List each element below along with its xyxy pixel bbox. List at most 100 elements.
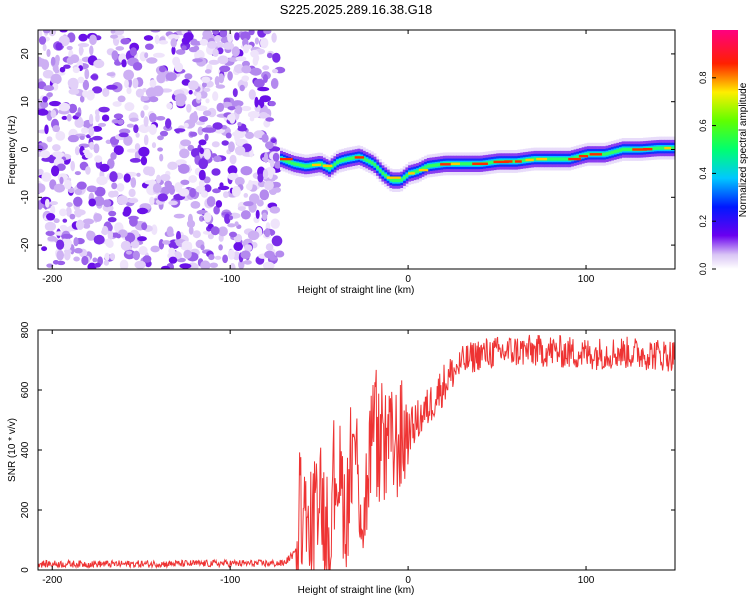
- heatmap-cell: [187, 213, 193, 225]
- heatmap-cell: [227, 172, 239, 181]
- heatmap-cell: [458, 162, 462, 166]
- heatmap-cell: [205, 98, 210, 104]
- heatmap-cell: [120, 38, 130, 45]
- heatmap-cell: [106, 72, 116, 77]
- heatmap-cell: [175, 49, 186, 55]
- heatmap-cell: [93, 196, 105, 207]
- heatmap-cell: [207, 232, 214, 240]
- heatmap-cell: [214, 76, 220, 86]
- heatmap-cell: [159, 65, 166, 73]
- heatmap-cell: [148, 124, 157, 135]
- heatmap-cell: [52, 125, 60, 133]
- heatmap-cell: [234, 32, 240, 41]
- heatmap-cell: [93, 213, 103, 222]
- snr-panel: -200 -100 0 100 0 200 400 600 800 Height of str…: [7, 321, 676, 596]
- heatmap-peak: [450, 162, 460, 165]
- heatmap-cell: [82, 79, 90, 91]
- y-tick-label: 20: [20, 48, 31, 60]
- heatmap-cell: [52, 260, 60, 265]
- heatmap-cell: [38, 109, 49, 116]
- heatmap-cell: [73, 256, 80, 262]
- heatmap-cell: [47, 235, 57, 242]
- heatmap-cell: [102, 199, 112, 208]
- heatmap-cell: [613, 150, 617, 154]
- heatmap-cell: [115, 46, 125, 51]
- heatmap-cell: [54, 54, 60, 64]
- heatmap-cell: [156, 73, 166, 84]
- heatmap-cell: [188, 46, 198, 53]
- heatmap-cell: [113, 113, 124, 119]
- heatmap-cell: [129, 216, 138, 227]
- heatmap-cell: [270, 78, 279, 89]
- heatmap-peak: [578, 155, 589, 158]
- heatmap-cell: [243, 201, 254, 207]
- heatmap-cell: [98, 106, 110, 113]
- heatmap-cell: [123, 206, 132, 216]
- heatmap-peak: [312, 163, 321, 167]
- heatmap-cell: [373, 163, 377, 167]
- heatmap-cell: [464, 162, 468, 166]
- heatmap-cell: [192, 230, 201, 239]
- heatmap-cell: [234, 145, 246, 156]
- heatmap-cell: [241, 105, 252, 112]
- heatmap-cell: [586, 152, 590, 156]
- heatmap-cell: [38, 30, 43, 39]
- heatmap-cell: [195, 121, 205, 126]
- heatmap-cell: [213, 205, 220, 215]
- heatmap-cell: [55, 42, 63, 51]
- heatmap-cell: [248, 89, 256, 100]
- heatmap-cell: [129, 117, 139, 122]
- heatmap-cell: [186, 103, 192, 113]
- heatmap-peak: [643, 148, 653, 151]
- heatmap-cell: [274, 161, 282, 169]
- heatmap-cell: [488, 161, 492, 165]
- heatmap-cell: [188, 80, 199, 90]
- heatmap-cell: [93, 59, 105, 69]
- snr-y-ticks: 0 200 400 600 800: [20, 321, 675, 573]
- heatmap-cell: [320, 162, 323, 166]
- heatmap-cell: [188, 226, 194, 235]
- heatmap-cell: [333, 162, 337, 166]
- heatmap-cell: [432, 163, 436, 167]
- heatmap-cell: [619, 148, 622, 152]
- heatmap-cell: [112, 101, 122, 107]
- heatmap-cell: [141, 222, 148, 231]
- heatmap-cell: [192, 58, 204, 63]
- heatmap-cell: [241, 75, 250, 82]
- colorbar: 0.0 0.2 0.4 0.6 0.8 Normalized spectral ampl…: [698, 30, 749, 275]
- heatmap-peak: [354, 156, 365, 159]
- heatmap-cell: [437, 163, 441, 167]
- y-tick-label: -10: [20, 190, 31, 205]
- heatmap-cell: [173, 213, 185, 219]
- heatmap-cell: [94, 262, 101, 268]
- heatmap-cell: [199, 147, 204, 155]
- heatmap-cell: [290, 161, 294, 165]
- y-tick-label: 0: [20, 567, 31, 573]
- heatmap-cell: [126, 148, 138, 153]
- colorbar-tick-label: 0.4: [698, 167, 708, 180]
- heatmap-cell: [573, 156, 577, 160]
- heatmap-cell: [152, 183, 162, 194]
- heatmap-cell: [179, 263, 192, 269]
- heatmap-cell: [328, 166, 331, 171]
- heatmap-peak: [280, 157, 293, 161]
- heatmap-cell: [124, 79, 129, 88]
- heatmap-cell: [54, 68, 60, 74]
- heatmap-cell: [166, 226, 174, 237]
- heatmap-cell: [189, 112, 199, 124]
- heatmap-cell: [197, 126, 204, 136]
- heatmap-cell: [245, 131, 254, 139]
- snr-x-ticks: -200 -100 0 100: [42, 330, 595, 586]
- colorbar-tick-label: 0.0: [698, 263, 708, 276]
- heatmap-cell: [162, 240, 171, 245]
- heatmap-peak: [386, 176, 401, 179]
- heatmap-cell: [89, 45, 94, 56]
- heatmap-cell: [161, 265, 170, 269]
- noise-region: [38, 30, 286, 269]
- heatmap-cell: [104, 252, 110, 261]
- heatmap-cell: [234, 221, 239, 227]
- heatmap-cell: [272, 52, 281, 63]
- heatmap-cell: [165, 72, 177, 82]
- heatmap-peak: [493, 160, 509, 164]
- heatmap-cell: [127, 198, 139, 204]
